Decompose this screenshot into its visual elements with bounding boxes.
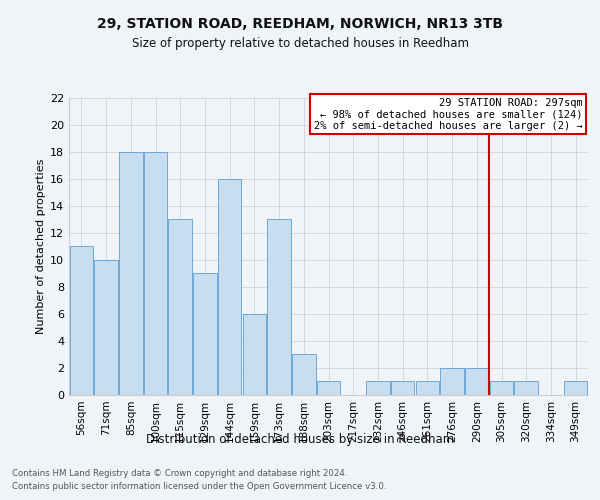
Bar [490, 382, 513, 395]
Bar [70, 246, 93, 395]
Text: Distribution of detached houses by size in Reedham: Distribution of detached houses by size … [146, 432, 454, 446]
Bar [119, 152, 143, 395]
Bar [514, 382, 538, 395]
Text: 29 STATION ROAD: 297sqm
← 98% of detached houses are smaller (124)
2% of semi-de: 29 STATION ROAD: 297sqm ← 98% of detache… [314, 98, 583, 130]
Bar [317, 382, 340, 395]
Text: Size of property relative to detached houses in Reedham: Size of property relative to detached ho… [131, 38, 469, 51]
Bar [94, 260, 118, 395]
Bar [169, 219, 192, 395]
Text: 29, STATION ROAD, REEDHAM, NORWICH, NR13 3TB: 29, STATION ROAD, REEDHAM, NORWICH, NR13… [97, 18, 503, 32]
Bar [416, 382, 439, 395]
Bar [292, 354, 316, 395]
Bar [193, 274, 217, 395]
Text: Contains HM Land Registry data © Crown copyright and database right 2024.: Contains HM Land Registry data © Crown c… [12, 469, 347, 478]
Bar [218, 178, 241, 395]
Bar [440, 368, 464, 395]
Bar [268, 219, 291, 395]
Bar [144, 152, 167, 395]
Text: Contains public sector information licensed under the Open Government Licence v3: Contains public sector information licen… [12, 482, 386, 491]
Bar [465, 368, 488, 395]
Bar [391, 382, 415, 395]
Y-axis label: Number of detached properties: Number of detached properties [36, 158, 46, 334]
Bar [242, 314, 266, 395]
Bar [366, 382, 389, 395]
Bar [564, 382, 587, 395]
